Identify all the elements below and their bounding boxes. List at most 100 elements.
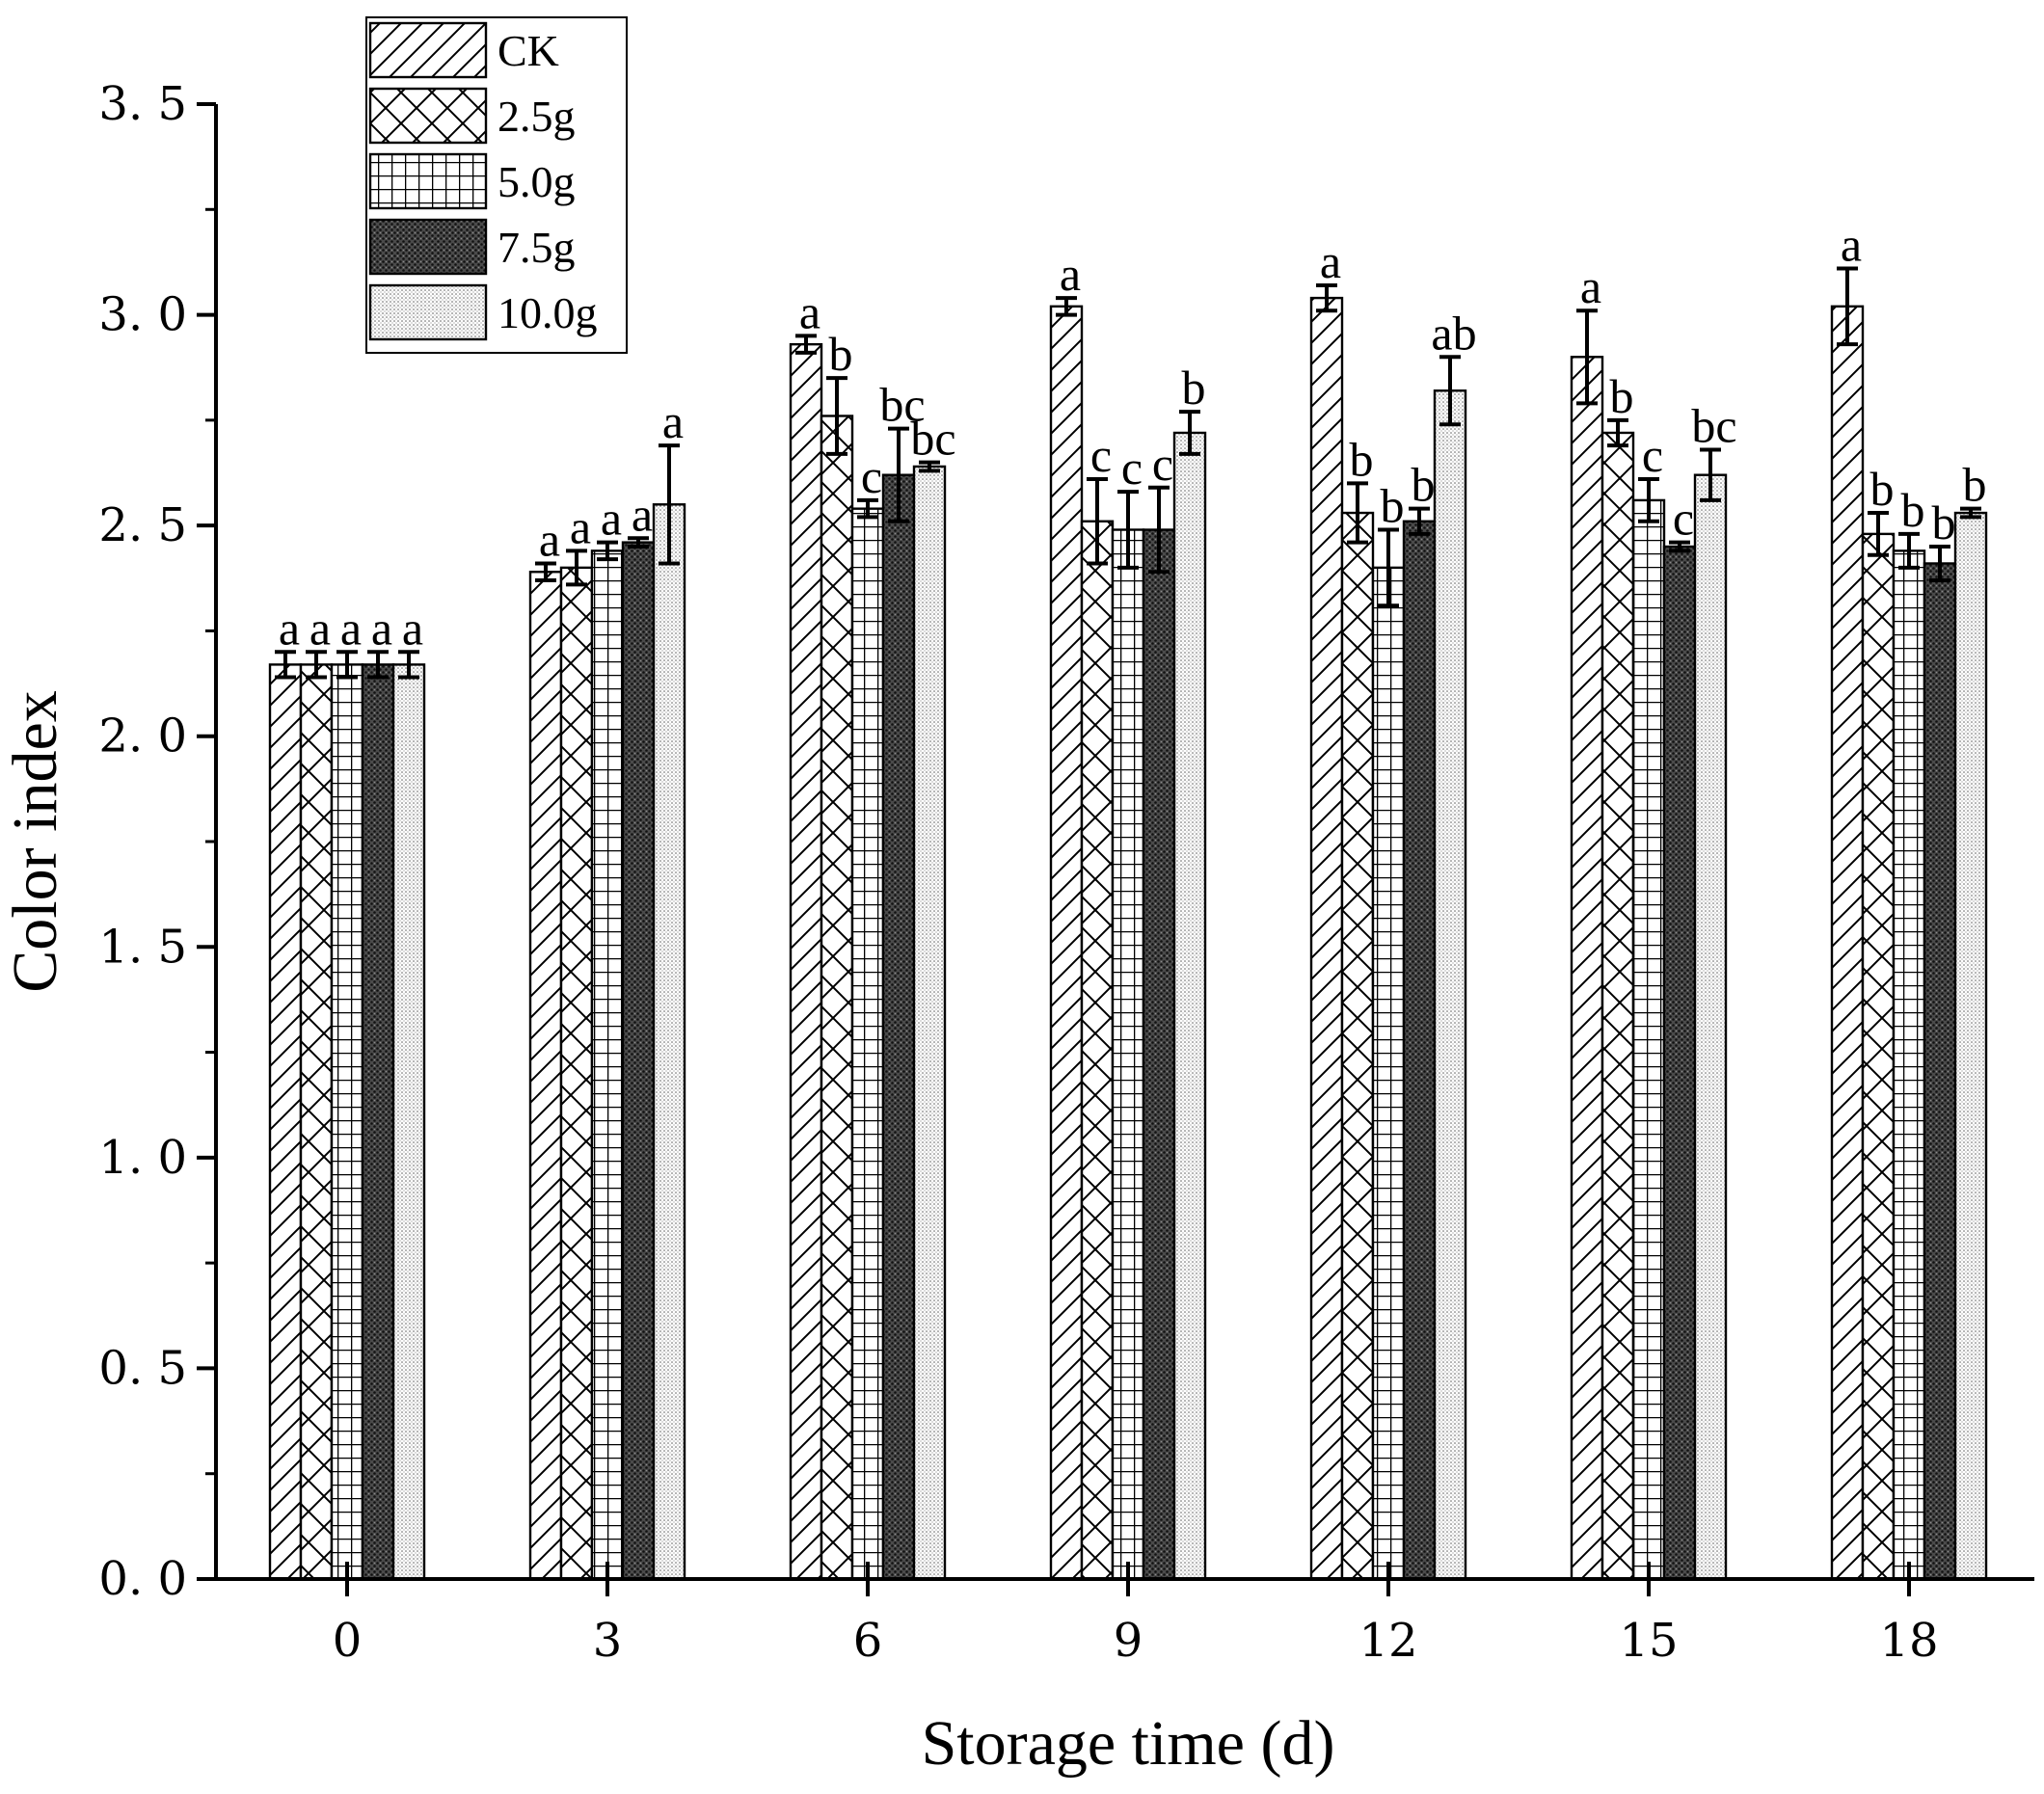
significance-letter: a [632,487,653,541]
bar [330,663,364,1581]
significance-letter: c [1090,428,1112,482]
significance-letter: b [1412,458,1436,512]
y-tick-label: 2. 5 [98,498,187,552]
significance-letter: bc [879,378,925,432]
bar [528,571,563,1581]
significance-letter: c [1642,428,1663,482]
significance-letter: b [1963,458,1987,512]
y-tick-label: 0. 5 [98,1341,187,1395]
significance-letter: a [539,512,560,566]
x-tick-label: 0 [333,1614,363,1668]
legend-label: 2.5g [498,92,576,141]
x-axis-title: Storage time (d) [922,1708,1335,1779]
significance-letter: b [1932,495,1956,549]
bar [1172,431,1207,1581]
y-tick-label: 3. 5 [98,77,187,131]
bar [1631,498,1666,1581]
x-tick-label: 12 [1358,1614,1417,1668]
bar [820,415,854,1581]
bar [1830,305,1865,1581]
bar [912,465,947,1581]
bar [1600,431,1635,1581]
bar [361,663,395,1581]
y-tick-label: 1. 0 [98,1131,187,1185]
significance-letter: b [1610,369,1634,423]
y-axis-title: Color index [0,690,70,992]
significance-letter: c [1673,492,1694,546]
legend-swatch [368,218,488,276]
bar [1662,545,1697,1581]
y-tick-label: 3. 0 [98,288,187,342]
significance-letter: b [1381,479,1405,533]
bar [1693,473,1728,1581]
bar [1892,549,1926,1581]
bar [1340,511,1375,1581]
bar [1861,532,1896,1581]
legend-label: 7.5g [498,223,576,272]
significance-letter: a [402,601,423,655]
legend: CK 2.5g 5.0g 7.5g 10.0g [365,16,628,354]
bar [1402,520,1437,1581]
bar [268,663,303,1581]
bar [1111,528,1145,1581]
x-tick-label: 9 [1114,1614,1143,1668]
significance-letter: a [309,601,331,655]
x-tick-label: 15 [1619,1614,1678,1668]
bar [1309,296,1344,1581]
legend-swatch [368,87,488,145]
bar [652,503,686,1581]
significance-letter: b [1870,462,1895,516]
significance-letter: a [1841,217,1862,271]
bar [391,663,426,1581]
bar [1433,389,1467,1581]
bar [559,566,594,1581]
bar [881,473,916,1581]
significance-letter: a [799,284,820,338]
significance-letter: a [662,394,684,448]
legend-swatch [368,283,488,341]
bar [850,507,885,1581]
axes-layer: 0. 0 0. 5 1. 0 1. 5 2. 0 2. 5 3. 0 3. 5 0 3 6 9 12 15… [98,77,2034,1668]
significance-letter: a [1320,234,1341,288]
legend-swatch [368,21,488,79]
significance-letter: b [1350,432,1374,486]
bar [1142,528,1176,1581]
significance-letter: a [570,499,591,553]
bar [590,549,625,1581]
bar [1049,305,1084,1581]
bar [1371,566,1406,1581]
significance-letter: bc [1691,398,1736,452]
y-tick-label: 1. 5 [98,920,187,974]
significance-letter: a [1060,247,1081,301]
legend-label: 10.0g [498,288,598,337]
significance-letter: ab [1431,306,1476,360]
x-tick-label: 18 [1879,1614,1938,1668]
significance-letter: a [1580,259,1601,313]
legend-label: CK [498,26,559,75]
significance-letter: a [601,492,622,546]
significance-letter: c [861,449,882,503]
y-tick-label: 2. 0 [98,710,187,763]
significance-letter: c [1121,441,1143,495]
significance-letter: b [1901,483,1925,537]
significance-letter: a [279,601,300,655]
y-tick-label: 0. 0 [98,1552,187,1606]
significance-letter: a [371,601,392,655]
bar [1953,511,1988,1581]
legend-swatch [368,152,488,210]
significance-letter: b [1182,361,1206,415]
significance-letter: c [1152,437,1173,491]
significance-letter: bc [910,412,955,466]
bar [1080,520,1115,1581]
x-tick-label: 6 [853,1614,883,1668]
bar [1923,562,1957,1581]
bar [1570,356,1604,1581]
significance-letter: b [829,327,853,381]
significance-letter: a [340,601,362,655]
bar [621,541,656,1581]
bar [299,663,334,1581]
bar [789,342,823,1581]
x-tick-label: 3 [593,1614,623,1668]
